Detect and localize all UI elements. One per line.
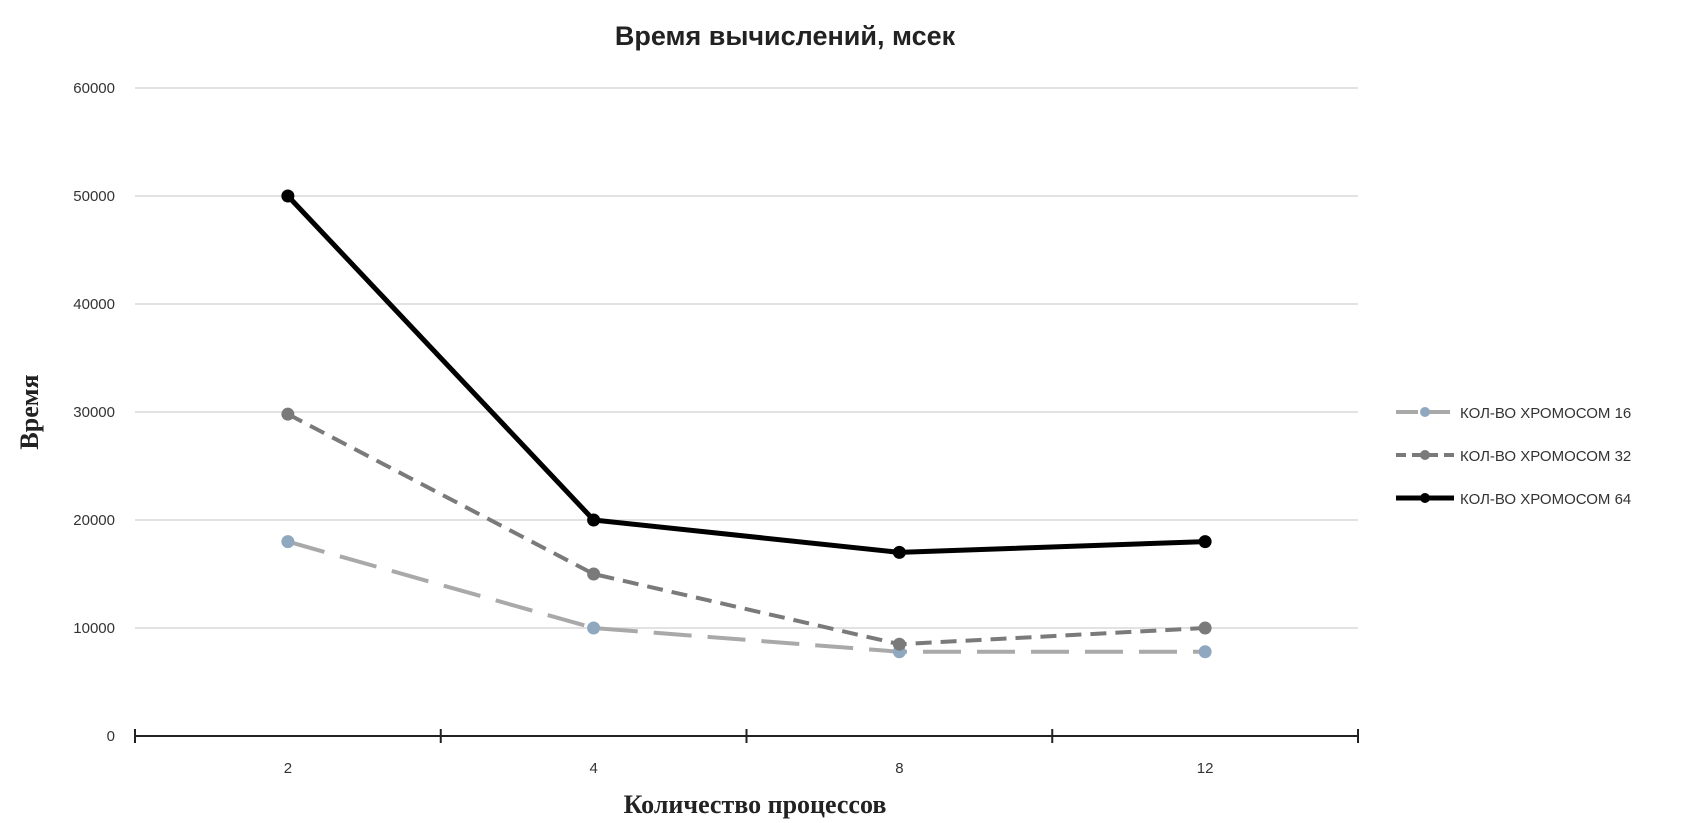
x-tick-label: 8 [895,760,903,777]
legend-label: КОЛ-ВО ХРОМОСОМ 64 [1460,491,1631,508]
y-axis: 0 10000 20000 30000 40000 50000 60000 [73,80,115,745]
chart-title: Время вычислений, мсек [615,21,956,51]
legend-item: КОЛ-ВО ХРОМОСОМ 32 [1396,448,1631,465]
series-lines [281,189,1212,659]
series-line [286,194,1206,555]
legend-label: КОЛ-ВО ХРОМОСОМ 16 [1460,405,1631,422]
data-point [281,189,295,203]
legend-label: КОЛ-ВО ХРОМОСОМ 32 [1460,448,1631,465]
y-tick-label: 30000 [73,404,115,421]
data-point [281,535,295,549]
gridlines [135,87,1358,629]
legend-marker [1420,450,1430,460]
legend-item: КОЛ-ВО ХРОМОСОМ 16 [1396,405,1631,422]
series [281,407,1212,651]
y-tick-label: 10000 [73,620,115,637]
x-tick-labels: 2 4 8 12 [284,760,1214,777]
data-point [892,545,906,559]
y-tick-label: 0 [107,728,115,745]
data-point [892,637,906,651]
data-point [1198,621,1212,635]
series-line [287,539,1206,654]
x-tick-label: 2 [284,760,292,777]
x-tick-label: 12 [1197,760,1214,777]
data-point [587,621,601,635]
legend-item: КОЛ-ВО ХРОМОСОМ 64 [1396,491,1631,508]
x-tick-label: 4 [589,760,597,777]
y-axis-title: Время [15,374,44,449]
y-tick-label: 40000 [73,296,115,313]
data-point [587,513,601,527]
legend-marker [1420,493,1430,503]
data-point [1198,645,1212,659]
data-point [1198,535,1212,549]
x-axis-title: Количество процессов [624,790,887,819]
series [281,535,1212,659]
y-tick-label: 50000 [73,188,115,205]
legend-marker [1420,407,1430,417]
series [281,189,1212,559]
data-point [281,407,295,421]
y-tick-label: 20000 [73,512,115,529]
legend: КОЛ-ВО ХРОМОСОМ 16 КОЛ-ВО ХРОМОСОМ 32 КОЛ-… [1396,405,1631,508]
series-line [286,412,1206,647]
data-point [587,567,601,581]
x-axis [134,729,1359,743]
y-tick-label: 60000 [73,80,115,97]
